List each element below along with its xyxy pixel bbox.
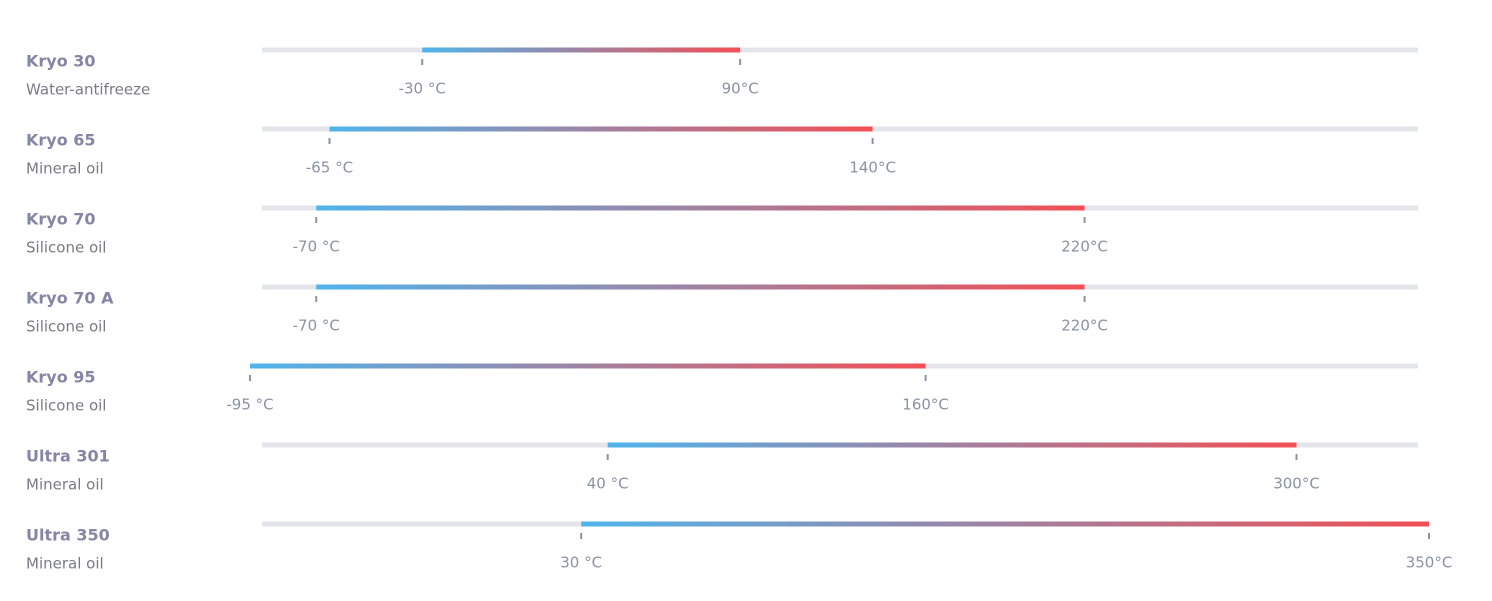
range-label: 220°C xyxy=(1061,238,1108,256)
range-label: 220°C xyxy=(1061,317,1108,335)
fluid-name: Kryo 70 xyxy=(26,210,96,229)
range-label: -70 °C xyxy=(293,238,340,256)
range-label: -95 °C xyxy=(226,396,273,414)
range-label: 90°C xyxy=(722,80,759,98)
range-label: 160°C xyxy=(902,396,949,414)
fluid-name: Ultra 301 xyxy=(26,447,110,466)
range-label: -30 °C xyxy=(399,80,446,98)
range-label: 140°C xyxy=(849,159,896,177)
range-label: -65 °C xyxy=(306,159,353,177)
range-bar xyxy=(581,521,1429,527)
fluid-name: Ultra 350 xyxy=(26,526,110,545)
range-bar xyxy=(250,363,926,369)
fluid-type: Mineral oil xyxy=(26,160,104,178)
range-label: 30 °C xyxy=(560,554,602,572)
range-label: 350°C xyxy=(1406,554,1453,572)
fluid-type: Silicone oil xyxy=(26,239,106,257)
fluid-type: Water-antifreeze xyxy=(26,81,150,99)
fluid-type: Mineral oil xyxy=(26,555,104,573)
range-bar xyxy=(316,205,1085,211)
range-bar xyxy=(329,126,873,132)
fluid-name: Kryo 65 xyxy=(26,131,96,150)
range-bar xyxy=(422,47,741,53)
range-label: 300°C xyxy=(1273,475,1320,493)
range-label: -70 °C xyxy=(293,317,340,335)
range-bar xyxy=(607,442,1297,448)
range-label: 40 °C xyxy=(587,475,629,493)
fluid-type: Mineral oil xyxy=(26,476,104,494)
fluid-type: Silicone oil xyxy=(26,318,106,336)
fluid-name: Kryo 70 A xyxy=(26,289,114,308)
fluid-name: Kryo 95 xyxy=(26,368,96,387)
fluid-name: Kryo 30 xyxy=(26,52,96,71)
track xyxy=(262,47,1418,53)
fluid-type: Silicone oil xyxy=(26,397,106,415)
range-bar xyxy=(316,284,1085,290)
